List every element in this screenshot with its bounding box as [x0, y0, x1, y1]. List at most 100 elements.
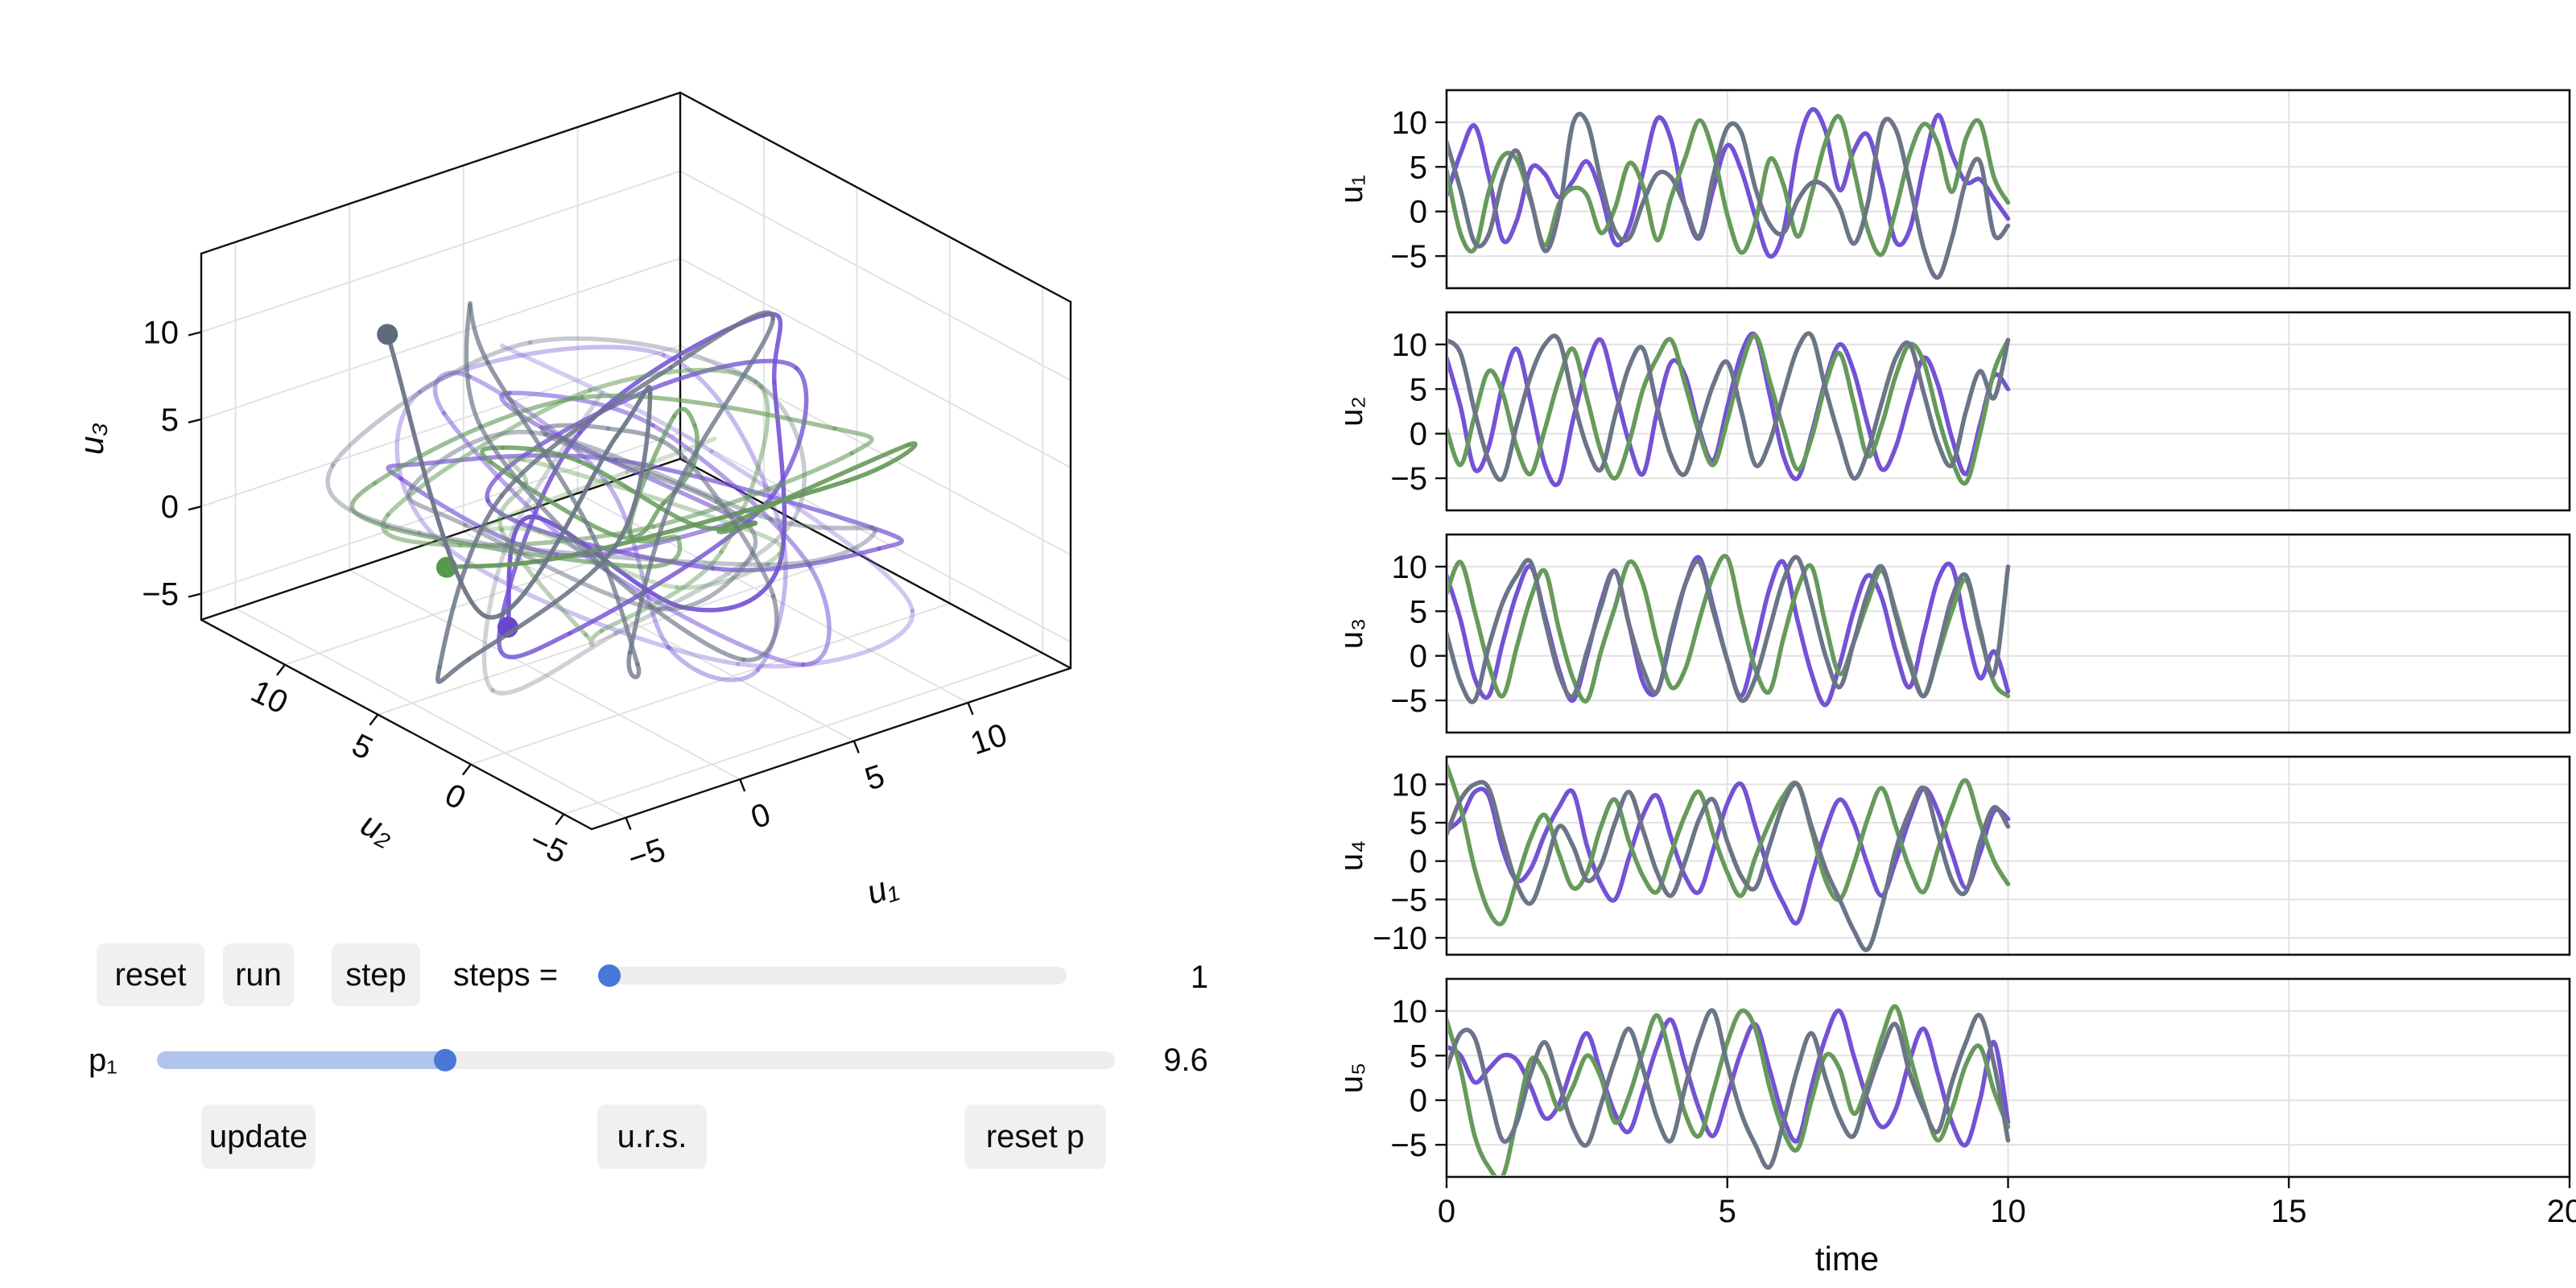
trajectory-3d-segment: [583, 628, 604, 647]
timeseries-panel-5: 10 5 0 −5 u₅ 0 5 10 15 20 time: [1334, 977, 2576, 1278]
y-tick-label: 0: [1410, 417, 1427, 452]
grid-line: [679, 345, 1071, 556]
trajectory-3d-segment: [409, 429, 535, 491]
trajectory-3d-segment: [588, 527, 640, 667]
timeseries-line: [1448, 331, 2011, 482]
trajectory-3d-segment: [499, 365, 674, 498]
grid-line: [470, 602, 951, 766]
trajectory-3d-segment: [599, 549, 724, 634]
panel-yticks: [1435, 343, 1447, 480]
panel-yticklabels: 10 5 0 −5: [1390, 550, 1427, 719]
y-axis-label: u₂: [355, 804, 400, 852]
steps-slider-handle[interactable]: [597, 964, 621, 987]
steps-value: 1: [1190, 959, 1209, 995]
trajectory-3d-segment: [626, 650, 642, 679]
reset-p-button[interactable]: reset p: [964, 1104, 1106, 1169]
trajectory-3d-segment: [441, 542, 741, 667]
panel-curves: [1448, 331, 2011, 488]
y-tick-label: 0: [440, 777, 471, 816]
p1-slider-handle[interactable]: [434, 1049, 457, 1071]
timeseries-line: [1448, 1008, 2011, 1170]
trajectory-3d-segment: [490, 631, 618, 696]
trajectory-3d-segment: [567, 501, 769, 636]
y-tick-label: −10: [1373, 921, 1427, 956]
reset-button[interactable]: reset: [97, 943, 204, 1006]
trajectory-3d: [325, 301, 877, 696]
trajectory-3d-segment: [680, 566, 781, 613]
timeseries-panels[interactable]: 1050−5u₁1050−5u₂1050−5u₃1050−5−10u₄1050−…: [1334, 89, 2576, 1278]
trajectory-3d-segment: [436, 657, 472, 684]
trajectory-3d-segment: [573, 478, 850, 557]
y-tick-label: 5: [1410, 594, 1427, 630]
trajectory-3d-segment: [668, 310, 775, 370]
trajectory-3d-segment: [657, 551, 755, 612]
panel-grid: [1447, 979, 2570, 1177]
z-axis-label: u₃: [72, 423, 110, 455]
trajectory-3d-segment: [478, 424, 609, 572]
axis3d-spine: [679, 91, 1072, 303]
trajectory-3d-segment: [325, 463, 422, 535]
y-tick-label: 10: [1392, 328, 1428, 363]
z-tick: [188, 331, 202, 336]
trajectory-3d-segment: [504, 390, 605, 548]
trajectory-3d-segment: [741, 593, 779, 663]
trajectory-3d-segment: [753, 379, 807, 522]
z-tick-label: −5: [142, 577, 179, 613]
run-button[interactable]: run: [223, 943, 294, 1006]
trajectory-3d-segment: [605, 481, 671, 650]
x-tick: [852, 741, 860, 753]
trajectory-3d-segment: [844, 441, 918, 484]
y-tick-label: −5: [1390, 461, 1427, 497]
trajectory-3d-segment: [671, 407, 697, 428]
grid-line: [679, 170, 1071, 382]
y-tick-label: −5: [1390, 1128, 1427, 1163]
y-tick: [275, 663, 286, 676]
update-button[interactable]: update: [201, 1104, 316, 1169]
trajectory-3d-segment: [466, 543, 618, 662]
y-tick-label: 10: [1392, 550, 1428, 585]
panel-yticklabels: 10 5 0 −5: [1390, 105, 1427, 275]
current-state-marker: [377, 324, 398, 345]
trajectory-3d-segment: [642, 358, 799, 394]
y-tick-label: 0: [1410, 844, 1427, 880]
trajectory-3d-segment: [499, 527, 588, 638]
y-tick-label: 5: [1410, 1038, 1427, 1074]
urs-button[interactable]: u.r.s.: [597, 1104, 707, 1169]
trajectory-3d-segment: [386, 461, 424, 481]
trajectory-3d-segment: [603, 567, 746, 663]
panel-curves: [1448, 107, 2011, 280]
steps-slider[interactable]: [597, 964, 1067, 987]
timeseries-panel-1: 10 5 0 −5 u₁: [1334, 89, 2571, 290]
y-tick-label: 10: [1392, 105, 1428, 141]
trajectory-3d-segment: [769, 517, 877, 534]
panel-curves: [1448, 554, 2011, 708]
trajectory-3d-segment: [800, 564, 832, 667]
axis3d-spines: [200, 91, 1072, 831]
z-tick: [188, 592, 202, 598]
grid-line: [679, 431, 1071, 643]
trajectory-3d-segment: [529, 430, 774, 522]
trajectory-3d-segment: [736, 609, 915, 669]
trajectory-3d-segment: [588, 367, 763, 393]
trajectory-3d-segment: [417, 345, 666, 394]
z-tick: [188, 506, 202, 511]
panel-ylabel: u₄: [1334, 840, 1369, 872]
panel-grid: [1447, 535, 2570, 733]
x-tick: [739, 778, 746, 792]
y-tick-label: 0: [1410, 195, 1427, 230]
trajectory-3d-segment: [385, 524, 642, 569]
trajectory-3d-segment: [682, 456, 776, 599]
z-tick-label: 5: [161, 402, 179, 438]
p1-slider[interactable]: [157, 1049, 1115, 1071]
trajectory-3d-segment: [627, 490, 677, 655]
y-tick-label: −5: [1390, 683, 1427, 719]
phase-space-3d-plot[interactable]: −5 −5 −5 0 0 0 5 5 5 10 10 10 u₃ u₂ u₁: [72, 91, 1072, 911]
panel-yticklabels: 10 5 0 −5: [1390, 994, 1427, 1163]
timeseries-line: [1448, 763, 2011, 927]
z-tick: [188, 418, 202, 423]
step-button[interactable]: step: [332, 943, 420, 1006]
z-tick-label: 0: [161, 489, 179, 525]
y-tick-label: −5: [1390, 882, 1427, 918]
x-tick-label: 0: [747, 796, 775, 836]
